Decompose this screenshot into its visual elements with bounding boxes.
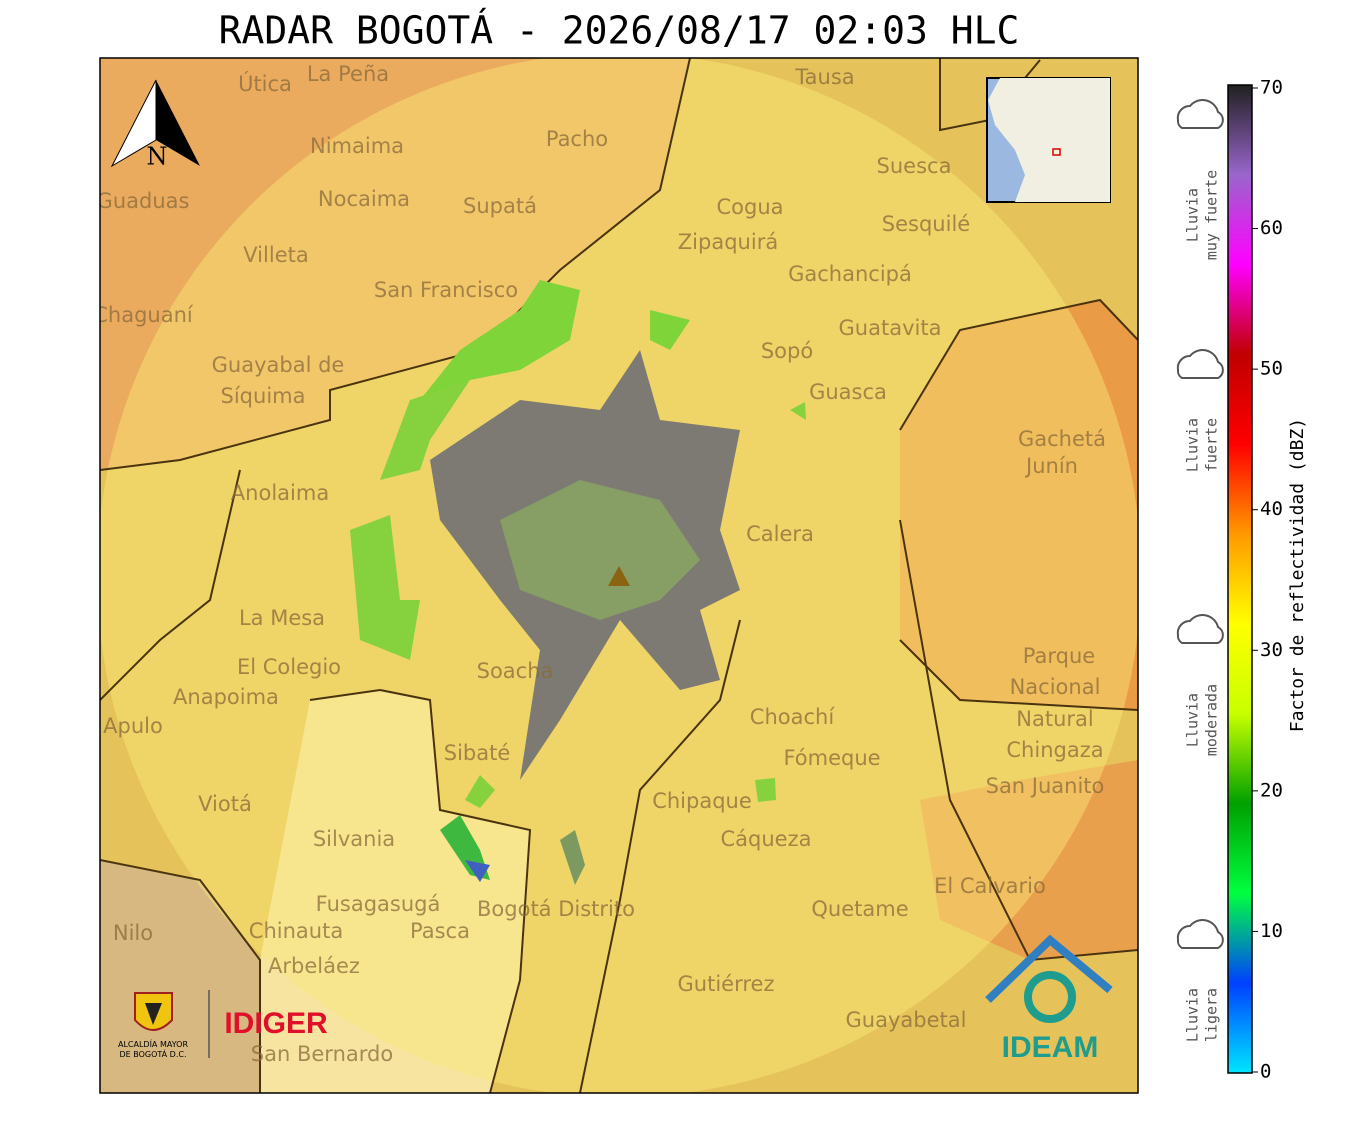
place-label: Supatá <box>463 194 537 218</box>
place-label: La Mesa <box>239 606 325 630</box>
colorbar-tick-label: 40 <box>1260 498 1283 520</box>
place-label: Sesquilé <box>882 212 970 236</box>
place-label: Guasca <box>809 380 887 404</box>
north-arrow: N <box>110 79 200 171</box>
rain-label: Lluvia <box>1184 418 1202 472</box>
place-labels: Útica La Peña Pacho Tausa Nimaima Nocaima Supa… <box>93 62 1106 1066</box>
place-label: Gachancipá <box>788 262 912 286</box>
rain-icon <box>1176 919 1224 949</box>
place-label: Apulo <box>103 714 163 738</box>
inset-map <box>986 77 1111 203</box>
place-label: Chinauta <box>249 919 343 943</box>
radar-echo <box>350 280 806 885</box>
rain-label: muy fuerte <box>1203 170 1221 260</box>
place-label: El Colegio <box>237 655 341 679</box>
place-label: Silvania <box>313 827 395 851</box>
place-label: Zipaquirá <box>678 230 778 254</box>
idiger-logo: IDIGER <box>224 1007 328 1040</box>
place-label: Choachí <box>750 705 836 729</box>
place-label: Chipaque <box>652 789 752 813</box>
rain-icon <box>1176 349 1224 379</box>
colorbar-tick-label: 30 <box>1260 639 1283 661</box>
logo-text: DE BOGOTÁ D.C. <box>119 1048 186 1059</box>
rain-icon <box>1176 99 1224 129</box>
place-label: San Juanito <box>986 774 1105 798</box>
rain-label: moderada <box>1203 684 1221 756</box>
ideam-logo: IDEAM <box>985 934 1113 1064</box>
place-label: Nilo <box>113 921 153 945</box>
place-label: Arbeláez <box>268 954 360 978</box>
place-label: Guayabal de <box>212 353 345 377</box>
place-label: Soacha <box>477 659 554 683</box>
place-label: La Peña <box>307 62 389 86</box>
place-label: El Calvario <box>934 874 1046 898</box>
place-label: Fusagasugá <box>316 892 441 916</box>
bogota-logo: ALCALDÍA MAYOR DE BOGOTÁ D.C. IDIGER <box>118 990 328 1059</box>
place-label: Pasca <box>410 919 470 943</box>
place-label: Parque <box>1023 644 1095 668</box>
place-label: Síquima <box>221 384 306 408</box>
place-label: Junín <box>1024 454 1078 478</box>
place-label: Bogotá Distrito <box>477 897 635 921</box>
place-label: Sibaté <box>444 741 511 765</box>
place-label: Suesca <box>877 154 952 178</box>
logo-text: ALCALDÍA MAYOR <box>118 1038 188 1049</box>
boundaries <box>100 58 1138 1093</box>
colorbar-tick-label: 20 <box>1260 779 1283 801</box>
place-label: Viotá <box>198 792 252 816</box>
place-label: Fómeque <box>783 746 880 770</box>
place-label: Nocaima <box>318 187 410 211</box>
place-label: Nacional <box>1010 675 1101 699</box>
place-label: Pacho <box>546 127 608 151</box>
place-label: Calera <box>746 522 814 546</box>
place-label: Útica <box>238 71 292 96</box>
rain-label: Lluvia <box>1184 693 1202 747</box>
place-label: Cáqueza <box>721 827 812 851</box>
ideam-text: IDEAM <box>1002 1031 1099 1064</box>
colorbar <box>1227 84 1253 1074</box>
colorbar-tick-label: 50 <box>1260 358 1283 380</box>
region <box>100 58 690 470</box>
map-frame <box>99 57 1139 1094</box>
place-label: Chaguaní <box>93 303 194 327</box>
rain-label: ligera <box>1203 988 1221 1042</box>
place-label: Anapoima <box>173 685 279 709</box>
colorbar-tick-label: 60 <box>1260 217 1283 239</box>
place-label: Natural <box>1016 707 1093 731</box>
rain-label: Lluvia <box>1184 988 1202 1042</box>
place-label: Gutiérrez <box>678 972 775 996</box>
place-label: Cogua <box>716 195 783 219</box>
region <box>920 760 1138 960</box>
region <box>260 690 530 1093</box>
rain-label: fuerte <box>1203 418 1221 472</box>
place-label: Guatavita <box>839 316 942 340</box>
place-label: Guayabetal <box>846 1008 967 1032</box>
map: Útica La Peña Pacho Tausa Nimaima Nocaima Supa… <box>93 58 1138 1093</box>
place-label: San Bernardo <box>251 1042 393 1066</box>
place-label: Anolaima <box>231 481 329 505</box>
rain-label: Lluvia <box>1184 188 1202 242</box>
place-label: Gachetá <box>1018 427 1106 451</box>
place-label: Villeta <box>243 243 308 267</box>
place-label: Sopó <box>761 339 813 363</box>
colorbar-tick-label: 0 <box>1260 1061 1271 1083</box>
colorbar-label: Factor de reflectividad (dBZ) <box>1287 418 1308 732</box>
place-label: Tausa <box>794 65 854 89</box>
rain-icon <box>1176 614 1224 644</box>
radar-site <box>608 566 630 586</box>
region <box>900 300 1138 710</box>
place-label: Nimaima <box>310 134 404 158</box>
colorbar-ticks: 0 10 20 30 40 50 60 70 <box>1252 77 1283 1083</box>
region <box>100 860 260 1093</box>
place-label: San Francisco <box>374 278 518 302</box>
colorbar-tick-label: 70 <box>1260 77 1283 99</box>
place-label: Guaduas <box>97 189 190 213</box>
colorbar-tick-label: 10 <box>1260 920 1283 942</box>
title: RADAR BOGOTÁ - 2026/08/17 02:03 HLC <box>219 9 1020 53</box>
place-label: Quetame <box>811 897 908 921</box>
north-label: N <box>147 143 168 171</box>
place-label: Chingaza <box>1006 738 1103 762</box>
